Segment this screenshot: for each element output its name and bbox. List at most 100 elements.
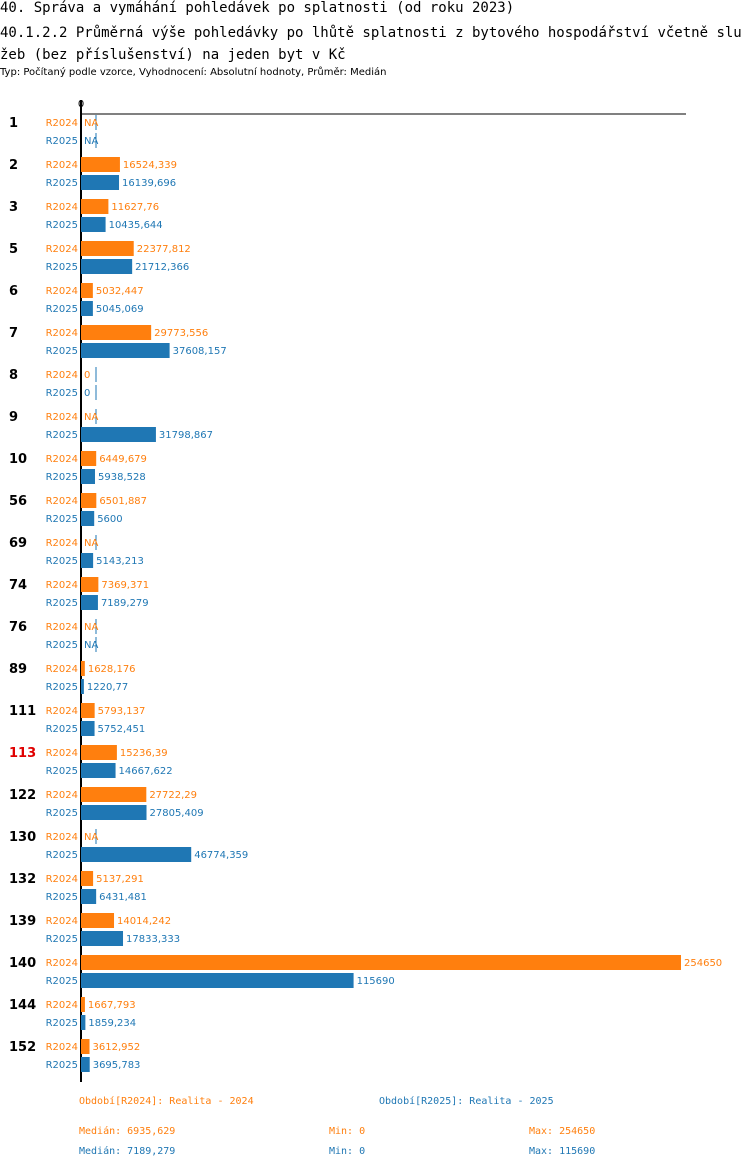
series-label: R2025 xyxy=(46,262,78,273)
bar-r2024 xyxy=(81,493,97,508)
series-label: R2024 xyxy=(46,244,78,255)
group-label: 6 xyxy=(9,284,18,299)
data-label: 1667,793 xyxy=(88,1000,136,1011)
series-label: R2025 xyxy=(46,136,78,147)
data-label: 5752,451 xyxy=(98,724,146,735)
series-label: R2025 xyxy=(46,598,78,609)
group-label: 132 xyxy=(9,872,36,887)
bar-r2024 xyxy=(81,703,95,718)
data-label: 5032,447 xyxy=(96,286,144,297)
data-label: 1220,77 xyxy=(87,682,128,693)
series-label: R2025 xyxy=(46,766,78,777)
series-label: R2025 xyxy=(46,976,78,987)
bar-r2025 xyxy=(81,217,106,232)
series-label: R2024 xyxy=(46,328,78,339)
data-label: 21712,366 xyxy=(135,262,189,273)
series-label: R2024 xyxy=(46,958,78,969)
bar-r2024 xyxy=(81,283,93,298)
data-label: 10435,644 xyxy=(109,220,163,231)
bar-r2025 xyxy=(81,511,95,526)
data-label: NA xyxy=(84,538,98,549)
data-label: 7369,371 xyxy=(101,580,149,591)
series-label: R2024 xyxy=(46,538,78,549)
group-label: 7 xyxy=(9,326,18,341)
group-label: 130 xyxy=(9,830,36,845)
bar-r2025 xyxy=(81,259,133,274)
series-label: R2025 xyxy=(46,304,78,315)
chart-title: 40.1.2.2 Průměrná výše pohledávky po lhů… xyxy=(0,25,742,63)
data-label: 254650 xyxy=(684,958,722,969)
series-label: R2025 xyxy=(46,472,78,483)
data-label: 14014,242 xyxy=(117,916,171,927)
group-label: 10 xyxy=(9,452,27,467)
data-label: NA xyxy=(84,622,98,633)
group-label: 69 xyxy=(9,536,27,551)
data-label: 17833,333 xyxy=(126,934,180,945)
bar-r2025 xyxy=(81,889,97,904)
series-label: R2024 xyxy=(46,202,78,213)
bar-chart: 0 1 R2024 NA R2025 NA 2 R2024 16524,339 R2025 1613… xyxy=(9,99,722,1082)
series-label: R2024 xyxy=(46,454,78,465)
series-label: R2024 xyxy=(46,496,78,507)
data-label: 15236,39 xyxy=(120,748,168,759)
bar-r2025 xyxy=(81,553,94,568)
data-label: 16139,696 xyxy=(122,178,176,189)
bar-r2025 xyxy=(81,427,156,442)
stat-min-r2025: Min: 0 xyxy=(329,1146,366,1157)
series-label: R2024 xyxy=(46,706,78,717)
stat-max-r2025: Max: 115690 xyxy=(529,1146,596,1157)
data-label: 1859,234 xyxy=(88,1018,136,1029)
series-label: R2025 xyxy=(46,640,78,651)
data-label: NA xyxy=(84,136,98,147)
group-label: 2 xyxy=(9,158,18,173)
bar-r2024 xyxy=(81,1039,90,1054)
data-label: NA xyxy=(84,640,98,651)
series-label: R2025 xyxy=(46,1060,78,1071)
series-label: R2025 xyxy=(46,934,78,945)
data-label: 5793,137 xyxy=(98,706,146,717)
data-label: 46774,359 xyxy=(194,850,248,861)
stat-min-r2024: Min: 0 xyxy=(329,1126,366,1137)
data-label: 6431,481 xyxy=(99,892,147,903)
bar-r2025 xyxy=(81,805,147,820)
data-label: 27805,409 xyxy=(150,808,204,819)
bar-r2024 xyxy=(81,745,117,760)
series-label: R2025 xyxy=(46,346,78,357)
series-label: R2024 xyxy=(46,622,78,633)
data-label: 16524,339 xyxy=(123,160,177,171)
group-label: 74 xyxy=(9,578,27,593)
bar-r2025 xyxy=(81,973,354,988)
bar-r2024 xyxy=(81,913,115,928)
bar-r2024 xyxy=(81,451,97,466)
series-label: R2025 xyxy=(46,724,78,735)
data-label: NA xyxy=(84,832,98,843)
bar-r2024 xyxy=(81,955,681,970)
data-label: 31798,867 xyxy=(159,430,213,441)
series-label: R2024 xyxy=(46,874,78,885)
group-label: 140 xyxy=(9,956,36,971)
bar-r2024 xyxy=(81,997,85,1012)
series-label: R2025 xyxy=(46,220,78,231)
bar-r2025 xyxy=(81,847,192,862)
bar-r2024 xyxy=(81,157,120,172)
data-label: 27722,29 xyxy=(149,790,197,801)
bar-r2024 xyxy=(81,241,134,256)
page-title: 40. Správa a vymáhání pohledávek po spla… xyxy=(0,0,515,16)
series-label: R2024 xyxy=(46,748,78,759)
bar-r2024 xyxy=(81,787,147,802)
group-label: 9 xyxy=(9,410,18,425)
data-label: 22377,812 xyxy=(137,244,191,255)
stat-median-r2025: Medián: 7189,279 xyxy=(79,1146,176,1157)
data-label: 5045,069 xyxy=(96,304,144,315)
group-label: 122 xyxy=(9,788,36,803)
series-label: R2024 xyxy=(46,580,78,591)
bar-r2025 xyxy=(81,301,93,316)
bar-r2024 xyxy=(81,871,94,886)
series-label: R2025 xyxy=(46,430,78,441)
series-label: R2024 xyxy=(46,916,78,927)
group-label: 139 xyxy=(9,914,36,929)
series-label: R2024 xyxy=(46,1042,78,1053)
data-label: 3695,783 xyxy=(93,1060,141,1071)
bar-r2025 xyxy=(81,721,95,736)
bar-r2025 xyxy=(81,175,120,190)
